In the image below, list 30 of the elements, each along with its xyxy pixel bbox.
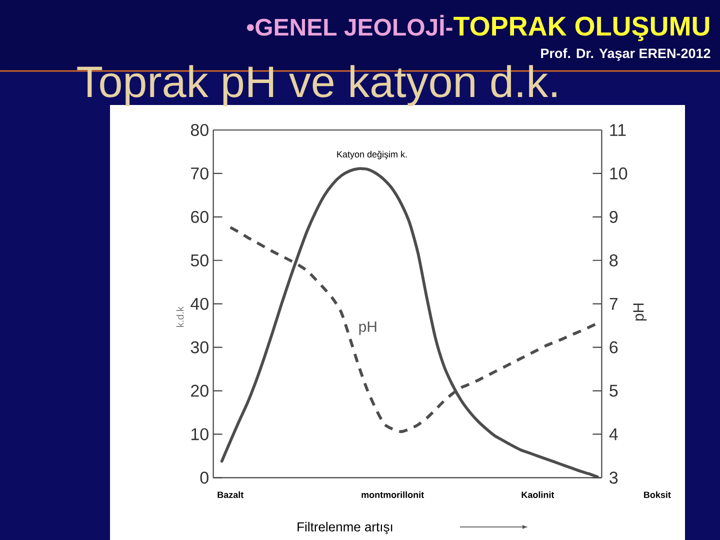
y2-tick-label: 8 — [610, 254, 618, 266]
y-tick-label: 80 — [190, 124, 208, 136]
x-tick-label: Kaolinit — [522, 491, 554, 498]
x-tick-label: Bazalt — [218, 491, 244, 498]
y2-tick-label: 11 — [610, 124, 626, 136]
y2-tick-label: 3 — [610, 472, 618, 484]
x-axis-title: Filtrelenme artışı — [298, 522, 392, 534]
y2-tick-label: 5 — [610, 384, 618, 397]
y-tick-label: 10 — [192, 428, 208, 440]
y2-axis-title: pH — [633, 304, 647, 321]
series-label: Katyon değişim k. — [337, 150, 407, 160]
y-tick-label: 50 — [190, 254, 208, 266]
y2-tick-label: 6 — [610, 341, 618, 354]
y-tick-label: 20 — [191, 384, 208, 397]
y2-tick-label: 7 — [610, 298, 618, 310]
y-tick-label: 30 — [190, 341, 208, 354]
x-tick-label: montmorillonit — [362, 491, 424, 498]
y-axis-title: k.d.k — [176, 306, 184, 327]
series-label: pH — [359, 321, 376, 335]
chart-title: Toprak pH ve katyon d.k. — [77, 65, 556, 106]
y2-tick-label: 10 — [610, 167, 628, 180]
y-tick-label: 70 — [191, 167, 208, 180]
y-tick-label: 40 — [190, 298, 208, 310]
chart-subtitle: •GENEL JEOLOJİ-TOPRAK OLUŞUMU — [246, 14, 710, 42]
y-tick-label: 60 — [191, 210, 208, 223]
x-tick-label: Boksit — [644, 491, 671, 498]
y2-tick-label: 9 — [610, 210, 618, 223]
text: Prof. Dr. Yaşar EREN-2012 — [541, 48, 710, 61]
y2-tick-label: 4 — [609, 428, 618, 440]
y-tick-label: 0 — [200, 472, 208, 484]
